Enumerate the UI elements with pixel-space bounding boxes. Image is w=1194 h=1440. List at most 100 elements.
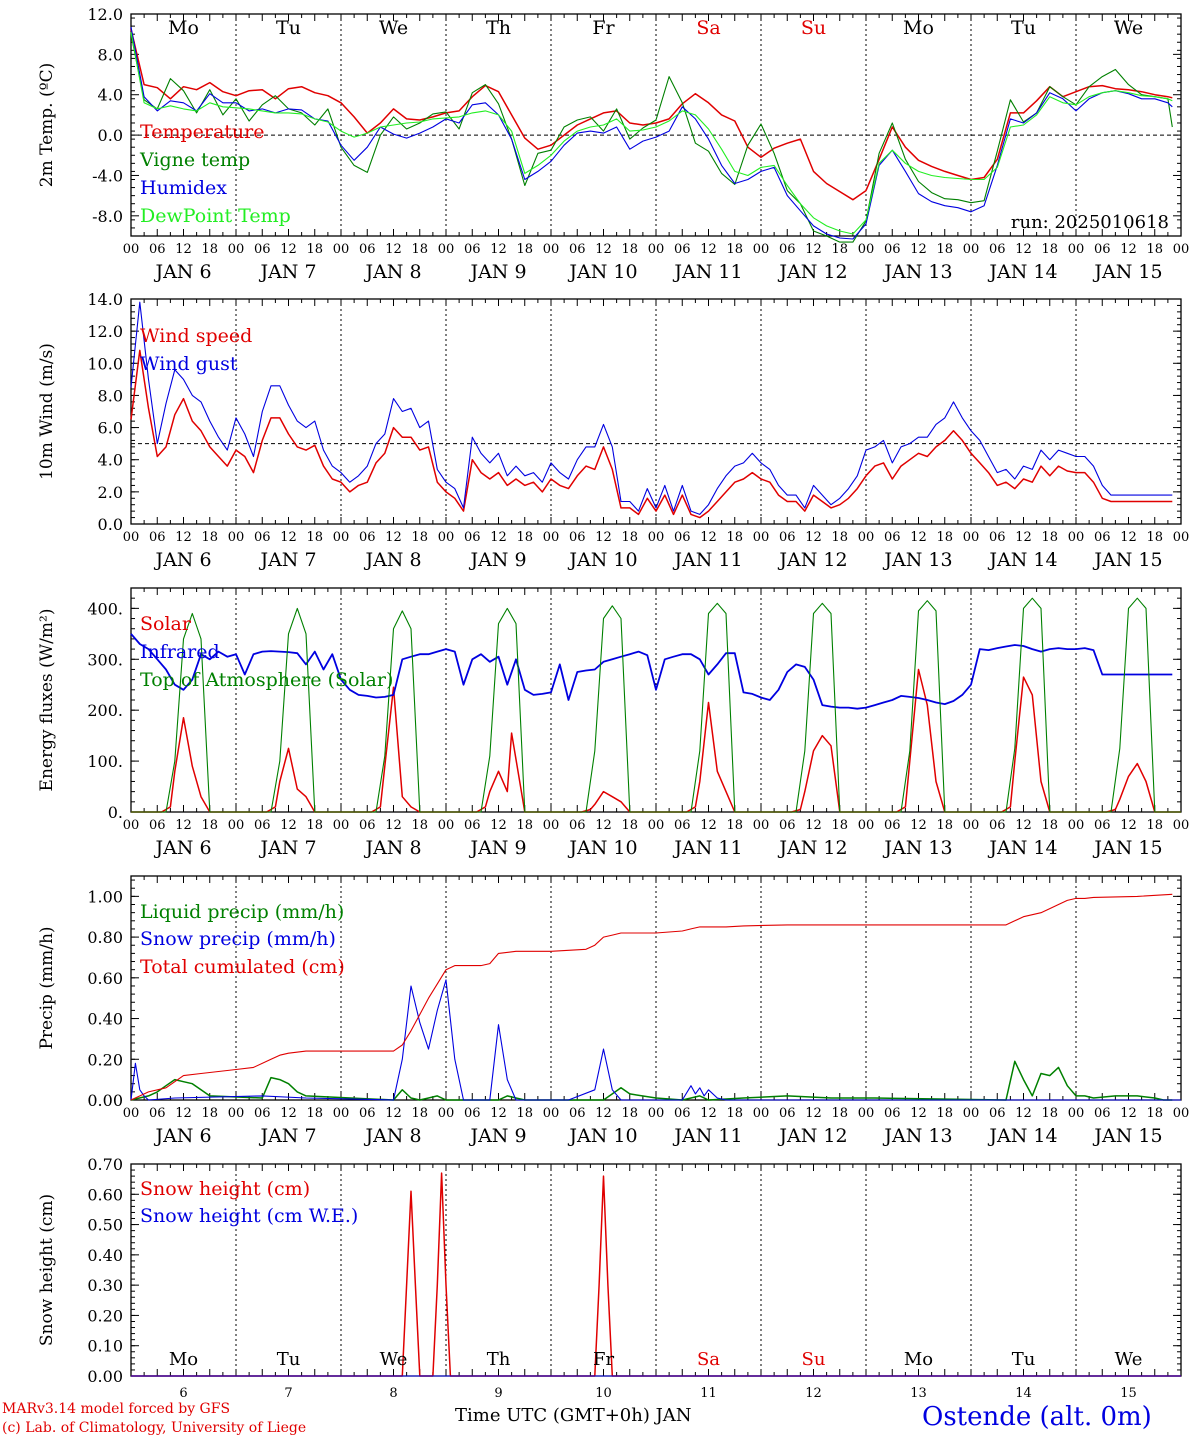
date-label: JAN 11	[672, 549, 742, 571]
y-tick-label: 0.0	[98, 515, 123, 534]
series-4-line	[130, 32, 1173, 235]
hour-tick-label: 06	[254, 242, 271, 257]
hour-tick-label: 06	[569, 818, 586, 833]
hour-tick-label: 06	[359, 242, 376, 257]
date-label: JAN 12	[777, 261, 847, 283]
y-axis: -8.0 -4.0 0.0 4.0 8.0 12.0	[87, 5, 1181, 237]
weekday-label: Fr	[592, 17, 615, 39]
y-tick-label: 0.60	[87, 1185, 123, 1204]
date-label: JAN 15	[1092, 549, 1162, 571]
day-number: 9	[494, 1386, 502, 1401]
hour-tick-label: 06	[569, 530, 586, 545]
hour-tick-label: 00	[543, 1106, 560, 1121]
series-lines	[131, 1172, 1181, 1377]
hour-tick-label: 00	[123, 1106, 140, 1121]
weekday-labels: Mo Tu We Th Fr Sa Su Mo Tu We	[168, 17, 1143, 39]
hour-tick-label: 12	[700, 530, 717, 545]
y-axis: 0. 100. 200. 300. 400.	[87, 587, 1181, 822]
date-label: JAN 9	[468, 837, 526, 859]
hour-tick-label: 18	[411, 1106, 428, 1121]
hour-tick-label: 06	[884, 242, 901, 257]
hour-tick-label: 06	[464, 242, 481, 257]
date-label: JAN 10	[567, 1125, 637, 1147]
hour-tick-label: 06	[464, 530, 481, 545]
hour-tick-label: 06	[1094, 1106, 1111, 1121]
hour-tick-label: 12	[595, 1106, 612, 1121]
legend: Solar Infrared Top of Atmosphere (Solar)	[140, 613, 393, 691]
hour-tick-label: 00	[963, 818, 980, 833]
hour-tick-label: 18	[1146, 530, 1163, 545]
date-label: JAN 15	[1092, 1125, 1162, 1147]
legend-entry-1: Wind speed	[140, 325, 252, 347]
y-tick-label: 4.0	[98, 86, 123, 105]
hour-tick-label: 00	[438, 530, 455, 545]
hour-tick-label: 12	[1120, 242, 1137, 257]
y-tick-label: 0.50	[87, 1216, 123, 1235]
hour-tick-label: 06	[779, 530, 796, 545]
series-1-line	[131, 1172, 1181, 1377]
hour-tick-label: 00	[438, 818, 455, 833]
weekday-label: Su	[802, 1349, 826, 1370]
hour-tick-label: 18	[411, 530, 428, 545]
weekday-label: Su	[801, 17, 826, 39]
hour-tick-label: 18	[831, 1106, 848, 1121]
hour-labels: 00 06 12 18 00 06 12 18 00 06 12 18 00 06 12 18 00 06 12 18…	[123, 1106, 1190, 1121]
run-label: run: 2025010618	[1011, 212, 1169, 233]
hour-tick-label: 06	[884, 818, 901, 833]
hour-tick-label: 12	[910, 242, 927, 257]
series-2-line	[130, 979, 1181, 1101]
hour-tick-label: 00	[228, 1106, 245, 1121]
series-1-line	[130, 28, 1173, 201]
hour-tick-label: 00	[333, 1106, 350, 1121]
hour-tick-label: 12	[1120, 1106, 1137, 1121]
date-label: JAN 6	[153, 837, 211, 859]
y-tick-label: 6.0	[98, 419, 123, 438]
x-axis-label: Time UTC (GMT+0h) JAN	[455, 1405, 692, 1426]
date-label: JAN 12	[777, 1125, 847, 1147]
hour-tick-label: 00	[858, 1106, 875, 1121]
hour-tick-label: 12	[490, 1106, 507, 1121]
y-axis-title: Snow height (cm)	[37, 1194, 57, 1346]
hour-tick-label: 00	[753, 818, 770, 833]
date-label: JAN 7	[258, 261, 316, 283]
day-number: 14	[1015, 1386, 1032, 1401]
date-label: JAN 13	[882, 549, 952, 571]
weekday-label: Mo	[169, 1349, 198, 1370]
hour-tick-label: 12	[1015, 530, 1032, 545]
weekday-label: Sa	[696, 17, 720, 39]
hour-tick-label: 00	[123, 242, 140, 257]
hour-tick-label: 18	[201, 242, 218, 257]
date-label: JAN 11	[672, 261, 742, 283]
hour-tick-label: 18	[516, 242, 533, 257]
hour-tick-label: 12	[910, 1106, 927, 1121]
hour-tick-label: 18	[621, 242, 638, 257]
hour-tick-label: 00	[858, 530, 875, 545]
series-2-line	[130, 633, 1173, 710]
hour-tick-label: 12	[280, 242, 297, 257]
y-tick-label: 0.30	[87, 1276, 123, 1295]
hour-tick-label: 12	[805, 530, 822, 545]
weekday-label: Th	[486, 17, 511, 39]
hour-tick-label: 18	[726, 818, 743, 833]
hour-tick-label: 00	[753, 530, 770, 545]
hour-tick-label: 12	[175, 242, 192, 257]
hour-tick-label: 12	[700, 818, 717, 833]
date-label: JAN 6	[153, 549, 211, 571]
panel-4: 0.00 0.20 0.40 0.60 0.80 1.00 Precip (mm/h) Liq…	[37, 875, 1190, 1147]
series-lines	[130, 26, 1173, 243]
hour-tick-label: 00	[1173, 1106, 1190, 1121]
hour-tick-label: 18	[201, 1106, 218, 1121]
hour-tick-label: 00	[438, 242, 455, 257]
hour-tick-label: 18	[411, 242, 428, 257]
hour-tick-label: 00	[228, 242, 245, 257]
date-label: JAN 14	[987, 549, 1057, 571]
date-labels: JAN 6 JAN 7 JAN 8 JAN 9 JAN 10 JAN 11 JAN 12 JA…	[153, 837, 1162, 859]
weekday-label: Tu	[1012, 1349, 1036, 1370]
hour-tick-label: 18	[306, 1106, 323, 1121]
hour-tick-label: 12	[280, 818, 297, 833]
y-tick-label: 0.80	[87, 928, 123, 947]
hour-tick-label: 06	[359, 1106, 376, 1121]
hour-tick-label: 06	[674, 818, 691, 833]
hour-tick-label: 06	[674, 242, 691, 257]
y-tick-label: 14.0	[87, 290, 123, 309]
